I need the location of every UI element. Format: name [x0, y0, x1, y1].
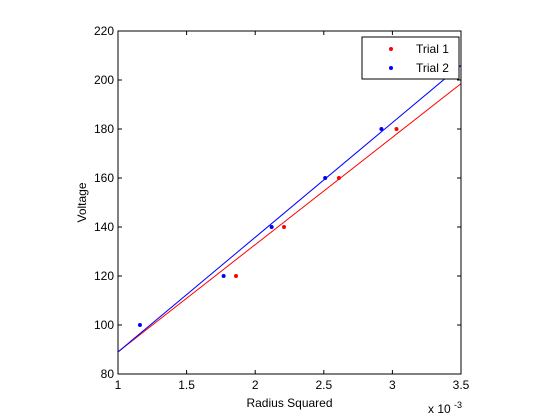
- x-tick-label: 3: [389, 378, 396, 392]
- y-tick-label: 220: [94, 24, 114, 38]
- trial-1-point: [336, 176, 341, 180]
- y-tick-label: 120: [94, 269, 114, 283]
- series-trial-1: [118, 83, 461, 353]
- trial-2-point: [323, 176, 328, 180]
- x-tick-label: 2: [252, 378, 259, 392]
- trial-1-point: [282, 225, 287, 229]
- legend-items: Trial 1 Trial 2: [389, 42, 449, 75]
- x-tick-label: 3.5: [453, 378, 470, 392]
- legend-marker: [389, 47, 393, 51]
- y-tick-label: 140: [94, 220, 114, 234]
- trial-1-point: [233, 274, 238, 278]
- y-tick-label: 180: [94, 122, 114, 136]
- trial-2-point: [269, 225, 274, 229]
- y-tick-label: 80: [101, 367, 115, 381]
- y-tick-label: 100: [94, 318, 114, 332]
- series-trial-2: [118, 64, 461, 353]
- plot-content: [118, 64, 461, 353]
- y-tick-label: 200: [94, 73, 114, 87]
- x-axis-multiplier-base: x 10: [428, 402, 451, 416]
- y-axis-ticks: 80 100 120 140 160 180 200 220: [94, 24, 461, 381]
- x-tick-label: 1: [115, 378, 122, 392]
- trial-2-point: [137, 323, 142, 327]
- trial-1-point: [394, 127, 399, 131]
- x-axis-ticks: 1 1.5 2 2.5 3 3.5: [115, 31, 470, 392]
- x-axis-title: Radius Squared: [246, 396, 332, 410]
- trial-2-fit-line: [118, 64, 461, 353]
- legend-label: Trial 2: [416, 61, 449, 75]
- x-axis-multiplier: x 10 -3: [428, 400, 462, 416]
- x-tick-label: 1.5: [178, 378, 195, 392]
- y-axis-title: Voltage: [75, 182, 89, 222]
- plot-frame: [117, 30, 462, 375]
- trial-2-point: [221, 274, 226, 278]
- legend-box: [361, 36, 460, 80]
- legend: Trial 1 Trial 2: [361, 36, 460, 80]
- x-tick-label: 2.5: [315, 378, 332, 392]
- x-axis-multiplier-exponent: -3: [454, 400, 462, 410]
- legend-marker: [389, 66, 393, 70]
- trial-1-fit-line: [118, 83, 461, 353]
- legend-label: Trial 1: [416, 42, 449, 56]
- y-tick-label: 160: [94, 171, 114, 185]
- trial-2-point: [379, 127, 384, 131]
